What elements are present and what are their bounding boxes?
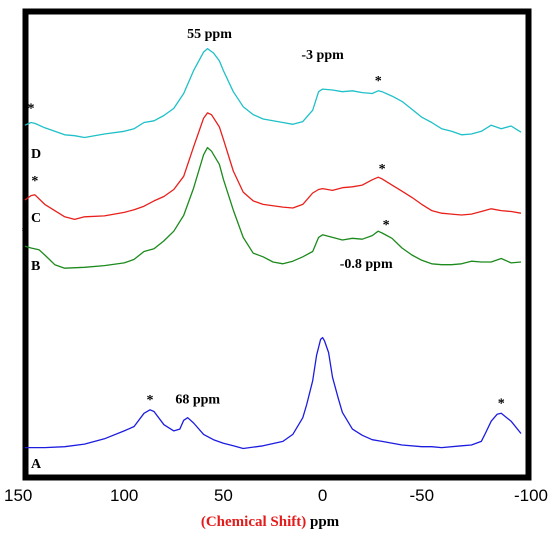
peak-annotation: -0.8 ppm — [340, 257, 393, 272]
x-tick-label: 150 — [4, 486, 32, 505]
x-tick-label: 0 — [318, 486, 327, 505]
plot-frame — [22, 8, 532, 481]
x-tick-label: 50 — [214, 486, 233, 505]
peak-annotation: -3 ppm — [301, 48, 344, 63]
asterisk-annotation: * — [31, 174, 38, 189]
asterisk-annotation: * — [28, 102, 35, 117]
trace-label-b: B — [31, 259, 40, 274]
x-axis-label-unit: ppm — [306, 514, 339, 530]
asterisk-annotation: * — [379, 162, 386, 177]
x-tick-label: 100 — [110, 486, 138, 505]
trace-label-layer: D C B A — [31, 147, 42, 472]
trace-label-c: C — [31, 211, 41, 226]
trace-label-a: A — [31, 457, 42, 472]
spectrum-line-a — [25, 336, 522, 450]
spectrum-line-d — [24, 47, 522, 139]
spectrum-line-b — [24, 146, 522, 269]
series-layer — [24, 47, 522, 450]
x-axis-label: (Chemical Shift) ppm — [201, 514, 340, 530]
annotation-layer: 55 ppm -3 ppm * * * -0.8 ppm * 68 ppm * * * * — [22, 27, 505, 411]
peak-annotation: 68 ppm — [175, 393, 220, 408]
asterisk-annotation: * — [498, 396, 505, 411]
x-tick-label: -50 — [410, 486, 435, 505]
x-axis-ticks: 150 100 50 0 -50 -100 — [4, 486, 548, 505]
asterisk-annotation: * — [383, 218, 390, 233]
trace-label-d: D — [31, 147, 41, 162]
asterisk-annotation: * — [22, 225, 29, 240]
x-tick-label: -100 — [514, 486, 548, 505]
spectrum-line-c — [24, 112, 522, 221]
asterisk-annotation: * — [375, 74, 382, 89]
peak-annotation: 55 ppm — [187, 27, 232, 42]
x-axis-label-red: (Chemical Shift) — [201, 514, 306, 530]
asterisk-annotation: * — [147, 393, 154, 408]
